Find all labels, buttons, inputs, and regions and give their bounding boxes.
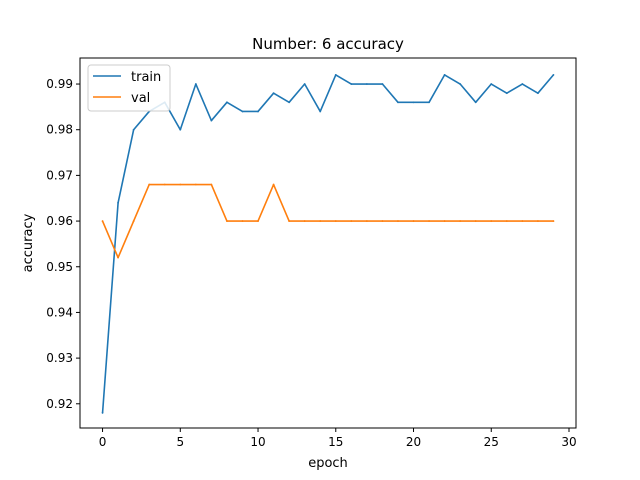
data-point-val [397, 220, 399, 222]
data-point-val [272, 183, 275, 186]
y-tick-label: 0.97 [46, 168, 73, 182]
data-point-train [443, 74, 446, 76]
data-point-train [117, 201, 119, 204]
data-point-val [132, 220, 135, 222]
data-point-val [552, 220, 555, 222]
data-point-val [505, 220, 508, 222]
data-point-train [272, 92, 275, 95]
y-tick-label: 0.94 [46, 305, 73, 319]
legend: train val [87, 64, 171, 112]
data-point-train [521, 83, 524, 85]
plot-area-frame [79, 57, 577, 429]
x-axis-title: epoch [308, 456, 348, 471]
data-point-val [226, 220, 228, 222]
y-axis-title: accuracy [21, 213, 36, 272]
data-point-train [412, 101, 415, 104]
data-point-val [443, 220, 446, 222]
data-point-val [365, 220, 368, 222]
series-line-train [101, 74, 555, 413]
data-point-train [241, 110, 244, 113]
data-point-train [288, 101, 291, 104]
y-tick-label: 0.98 [46, 123, 73, 137]
x-tick-label: 25 [484, 435, 499, 449]
x-tick-label: 15 [328, 435, 343, 449]
data-point-val [148, 183, 151, 186]
data-point-train [179, 128, 182, 131]
data-point-val [101, 220, 104, 222]
data-point-train [459, 83, 462, 85]
data-point-val [381, 220, 384, 222]
y-tick-label: 0.92 [46, 397, 73, 411]
data-point-val [350, 220, 353, 222]
x-axis-ticks: 0 5 10 15 20 25 30 [99, 428, 577, 449]
data-point-train [490, 83, 493, 85]
data-point-val [257, 220, 259, 222]
data-point-train [428, 101, 430, 104]
data-point-train [226, 101, 228, 104]
y-tick-label: 0.93 [46, 351, 73, 365]
data-point-val [117, 256, 119, 259]
series-layer [101, 74, 555, 414]
data-point-train [194, 83, 197, 85]
data-point-train [350, 83, 353, 85]
data-point-val [490, 220, 493, 222]
y-tick-label: 0.99 [46, 77, 73, 91]
data-point-val [210, 183, 213, 186]
data-point-val [459, 220, 462, 222]
legend-label-val: val [131, 91, 150, 106]
series-line-val [101, 183, 554, 259]
data-point-val [412, 220, 415, 222]
chart-title: Number: 6 accuracy [252, 35, 404, 53]
data-point-val [303, 220, 306, 222]
data-point-val [241, 220, 244, 222]
data-point-train [552, 74, 555, 76]
data-point-val [179, 183, 182, 186]
data-point-train [319, 110, 322, 113]
legend-label-train: train [131, 70, 161, 85]
x-tick-label: 20 [406, 435, 421, 449]
y-tick-label: 0.95 [46, 260, 73, 274]
data-point-val [334, 220, 337, 222]
y-tick-label: 0.96 [46, 214, 73, 228]
x-tick-label: 5 [176, 435, 184, 449]
y-axis-ticks: 0.92 0.93 0.94 0.95 0.96 0.97 0.98 0.99 [46, 77, 80, 411]
x-tick-label: 10 [250, 435, 265, 449]
data-point-train [101, 412, 104, 414]
data-point-train [381, 83, 384, 85]
data-point-val [428, 220, 430, 222]
data-point-val [288, 220, 291, 222]
data-point-train [505, 92, 508, 95]
data-point-val [474, 220, 477, 222]
data-point-train [303, 83, 306, 85]
data-point-train [210, 119, 213, 122]
data-point-val [194, 183, 197, 186]
data-point-train [537, 92, 539, 95]
data-point-val [521, 220, 524, 222]
data-point-train [365, 83, 368, 85]
data-point-train [474, 101, 477, 104]
data-point-train [257, 110, 259, 113]
data-point-val [537, 220, 539, 222]
data-point-train [334, 74, 337, 76]
data-point-train [397, 101, 399, 104]
data-point-val [319, 220, 322, 222]
x-tick-label: 0 [99, 435, 107, 449]
data-point-val [163, 183, 166, 186]
data-point-train [132, 128, 135, 131]
x-tick-label: 30 [561, 435, 576, 449]
